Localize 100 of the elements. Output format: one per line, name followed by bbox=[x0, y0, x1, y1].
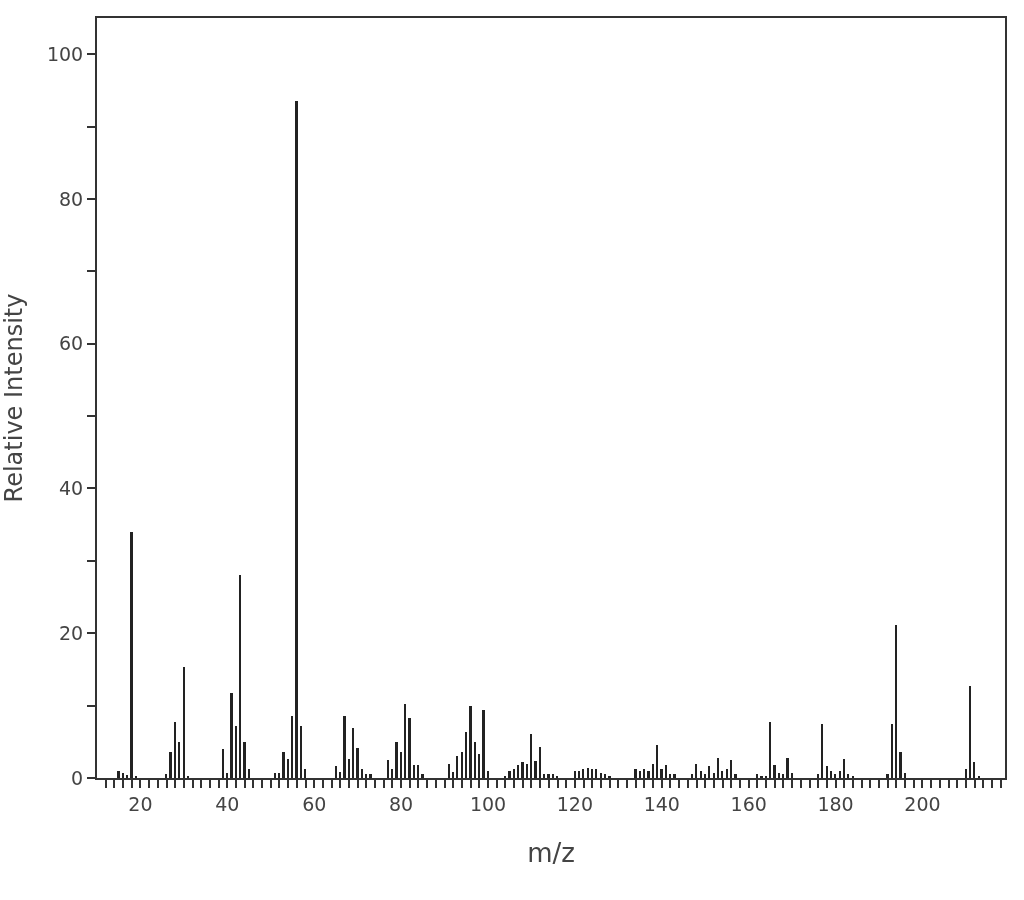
bar bbox=[634, 769, 637, 778]
bar bbox=[456, 756, 458, 778]
bar bbox=[369, 774, 372, 778]
bar bbox=[821, 724, 823, 778]
bar bbox=[773, 765, 776, 778]
bar bbox=[530, 734, 532, 778]
bar bbox=[973, 762, 975, 778]
bar bbox=[700, 771, 702, 778]
bar bbox=[843, 759, 845, 778]
bar bbox=[300, 726, 302, 778]
x-tick-label: 80 bbox=[389, 792, 414, 815]
bar bbox=[222, 749, 224, 778]
bar bbox=[726, 769, 728, 778]
bar bbox=[395, 742, 398, 778]
y-tick-label: 60 bbox=[59, 332, 84, 355]
bar bbox=[361, 769, 363, 778]
x-tick-label: 160 bbox=[730, 792, 767, 815]
bar bbox=[704, 774, 706, 778]
x-tick-label: 40 bbox=[215, 792, 240, 815]
bar bbox=[365, 774, 367, 778]
bar bbox=[413, 765, 415, 778]
bar bbox=[126, 775, 128, 778]
bar bbox=[834, 774, 836, 778]
bar bbox=[782, 774, 784, 778]
bar bbox=[660, 769, 663, 778]
bar bbox=[730, 760, 732, 778]
bar bbox=[226, 773, 228, 778]
bar bbox=[830, 771, 832, 778]
bar bbox=[713, 773, 715, 778]
bar bbox=[734, 774, 737, 778]
bar bbox=[391, 769, 393, 778]
y-tick-label: 100 bbox=[46, 42, 84, 65]
x-tick-label: 100 bbox=[469, 792, 507, 815]
bar bbox=[756, 774, 758, 778]
bar bbox=[448, 764, 450, 778]
bar bbox=[117, 771, 120, 778]
y-axis-title: Relative Intensity bbox=[0, 293, 28, 503]
bar bbox=[274, 773, 276, 778]
x-tick-label: 20 bbox=[128, 792, 153, 815]
bar bbox=[343, 716, 346, 778]
bar bbox=[578, 771, 580, 778]
bar bbox=[174, 722, 176, 778]
bar bbox=[656, 745, 658, 778]
bar bbox=[521, 762, 524, 778]
bar bbox=[826, 766, 828, 778]
bar bbox=[886, 774, 889, 778]
bar bbox=[526, 764, 528, 778]
bar bbox=[717, 758, 719, 778]
bar bbox=[352, 728, 354, 778]
bar bbox=[487, 771, 489, 778]
bar bbox=[899, 752, 902, 778]
bar bbox=[478, 754, 480, 778]
bar bbox=[230, 693, 233, 778]
bar bbox=[708, 766, 710, 778]
bar bbox=[169, 752, 172, 778]
bar bbox=[304, 769, 306, 778]
bar bbox=[356, 748, 359, 778]
bar bbox=[348, 759, 350, 778]
bar bbox=[295, 101, 298, 778]
bar bbox=[287, 759, 289, 778]
bar bbox=[243, 742, 246, 778]
x-tick-label: 180 bbox=[817, 792, 854, 815]
bar bbox=[574, 771, 576, 778]
bar bbox=[547, 774, 550, 778]
x-tick-label: 140 bbox=[643, 792, 680, 815]
bar bbox=[534, 761, 537, 778]
bar bbox=[178, 742, 180, 778]
bar bbox=[513, 769, 515, 778]
bar bbox=[643, 769, 645, 778]
bar bbox=[291, 716, 293, 778]
bar bbox=[183, 667, 185, 778]
y-tick-label: 0 bbox=[71, 766, 84, 789]
bar bbox=[695, 764, 697, 778]
x-axis-title: m/z bbox=[527, 838, 575, 868]
bar bbox=[339, 772, 341, 778]
bar bbox=[508, 771, 511, 778]
bar bbox=[904, 773, 906, 778]
bar bbox=[786, 758, 789, 778]
bar bbox=[839, 771, 841, 778]
bar bbox=[778, 773, 780, 778]
bar bbox=[669, 774, 671, 778]
bar bbox=[652, 764, 654, 778]
bar bbox=[421, 774, 424, 778]
bar bbox=[404, 704, 406, 778]
bar bbox=[673, 774, 676, 778]
bar bbox=[817, 774, 819, 778]
bar bbox=[400, 752, 402, 778]
bar bbox=[408, 718, 411, 778]
bar bbox=[847, 774, 849, 778]
bar bbox=[417, 765, 419, 778]
bar bbox=[282, 752, 285, 778]
bar bbox=[582, 769, 584, 778]
bar bbox=[891, 724, 893, 778]
bar bbox=[591, 769, 593, 778]
bar bbox=[587, 768, 589, 778]
bar bbox=[465, 732, 467, 778]
bar bbox=[552, 774, 554, 778]
bar bbox=[387, 760, 389, 778]
bar bbox=[969, 686, 971, 778]
bar bbox=[721, 771, 723, 778]
